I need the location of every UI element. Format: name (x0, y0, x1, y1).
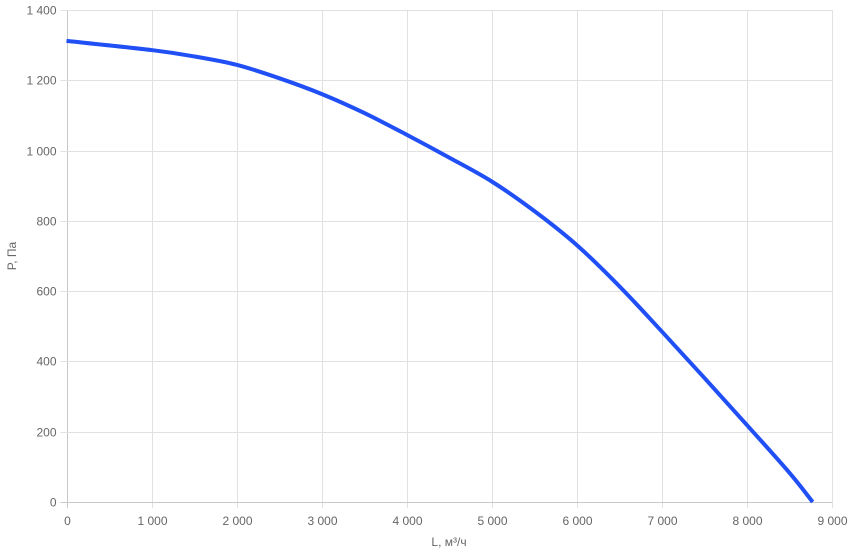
y-axis-title: P, Па (5, 241, 19, 270)
y-tick-label: 400 (36, 355, 56, 369)
x-tick-label: 6 000 (562, 514, 592, 528)
x-axis-title: L, м³/ч (431, 535, 466, 549)
y-tick-label: 0 (50, 496, 57, 510)
y-tick-label: 200 (36, 426, 56, 440)
y-tick-label: 600 (36, 285, 56, 299)
series-layer (66, 38, 815, 504)
x-tick-label: 8 000 (732, 514, 762, 528)
x-tick-label: 7 000 (647, 514, 677, 528)
y-tick-label: 1 200 (26, 74, 56, 88)
x-tick-label: 9 000 (817, 514, 847, 528)
x-tick-label: 1 000 (137, 514, 167, 528)
x-tick-label: 5 000 (477, 514, 507, 528)
x-tick-label: 0 (64, 514, 71, 528)
series-line (66, 38, 815, 504)
x-tick-label: 3 000 (307, 514, 337, 528)
x-tick-label: 4 000 (392, 514, 422, 528)
y-tick-label: 800 (36, 215, 56, 229)
x-tick-label: 2 000 (222, 514, 252, 528)
y-tick-label: 1 000 (26, 145, 56, 159)
tick-labels: 0 1 000 2 000 3 000 4 000 5 000 6 000 7 000 8 00… (26, 4, 847, 529)
grid (60, 10, 833, 508)
y-tick-label: 1 400 (26, 4, 56, 18)
